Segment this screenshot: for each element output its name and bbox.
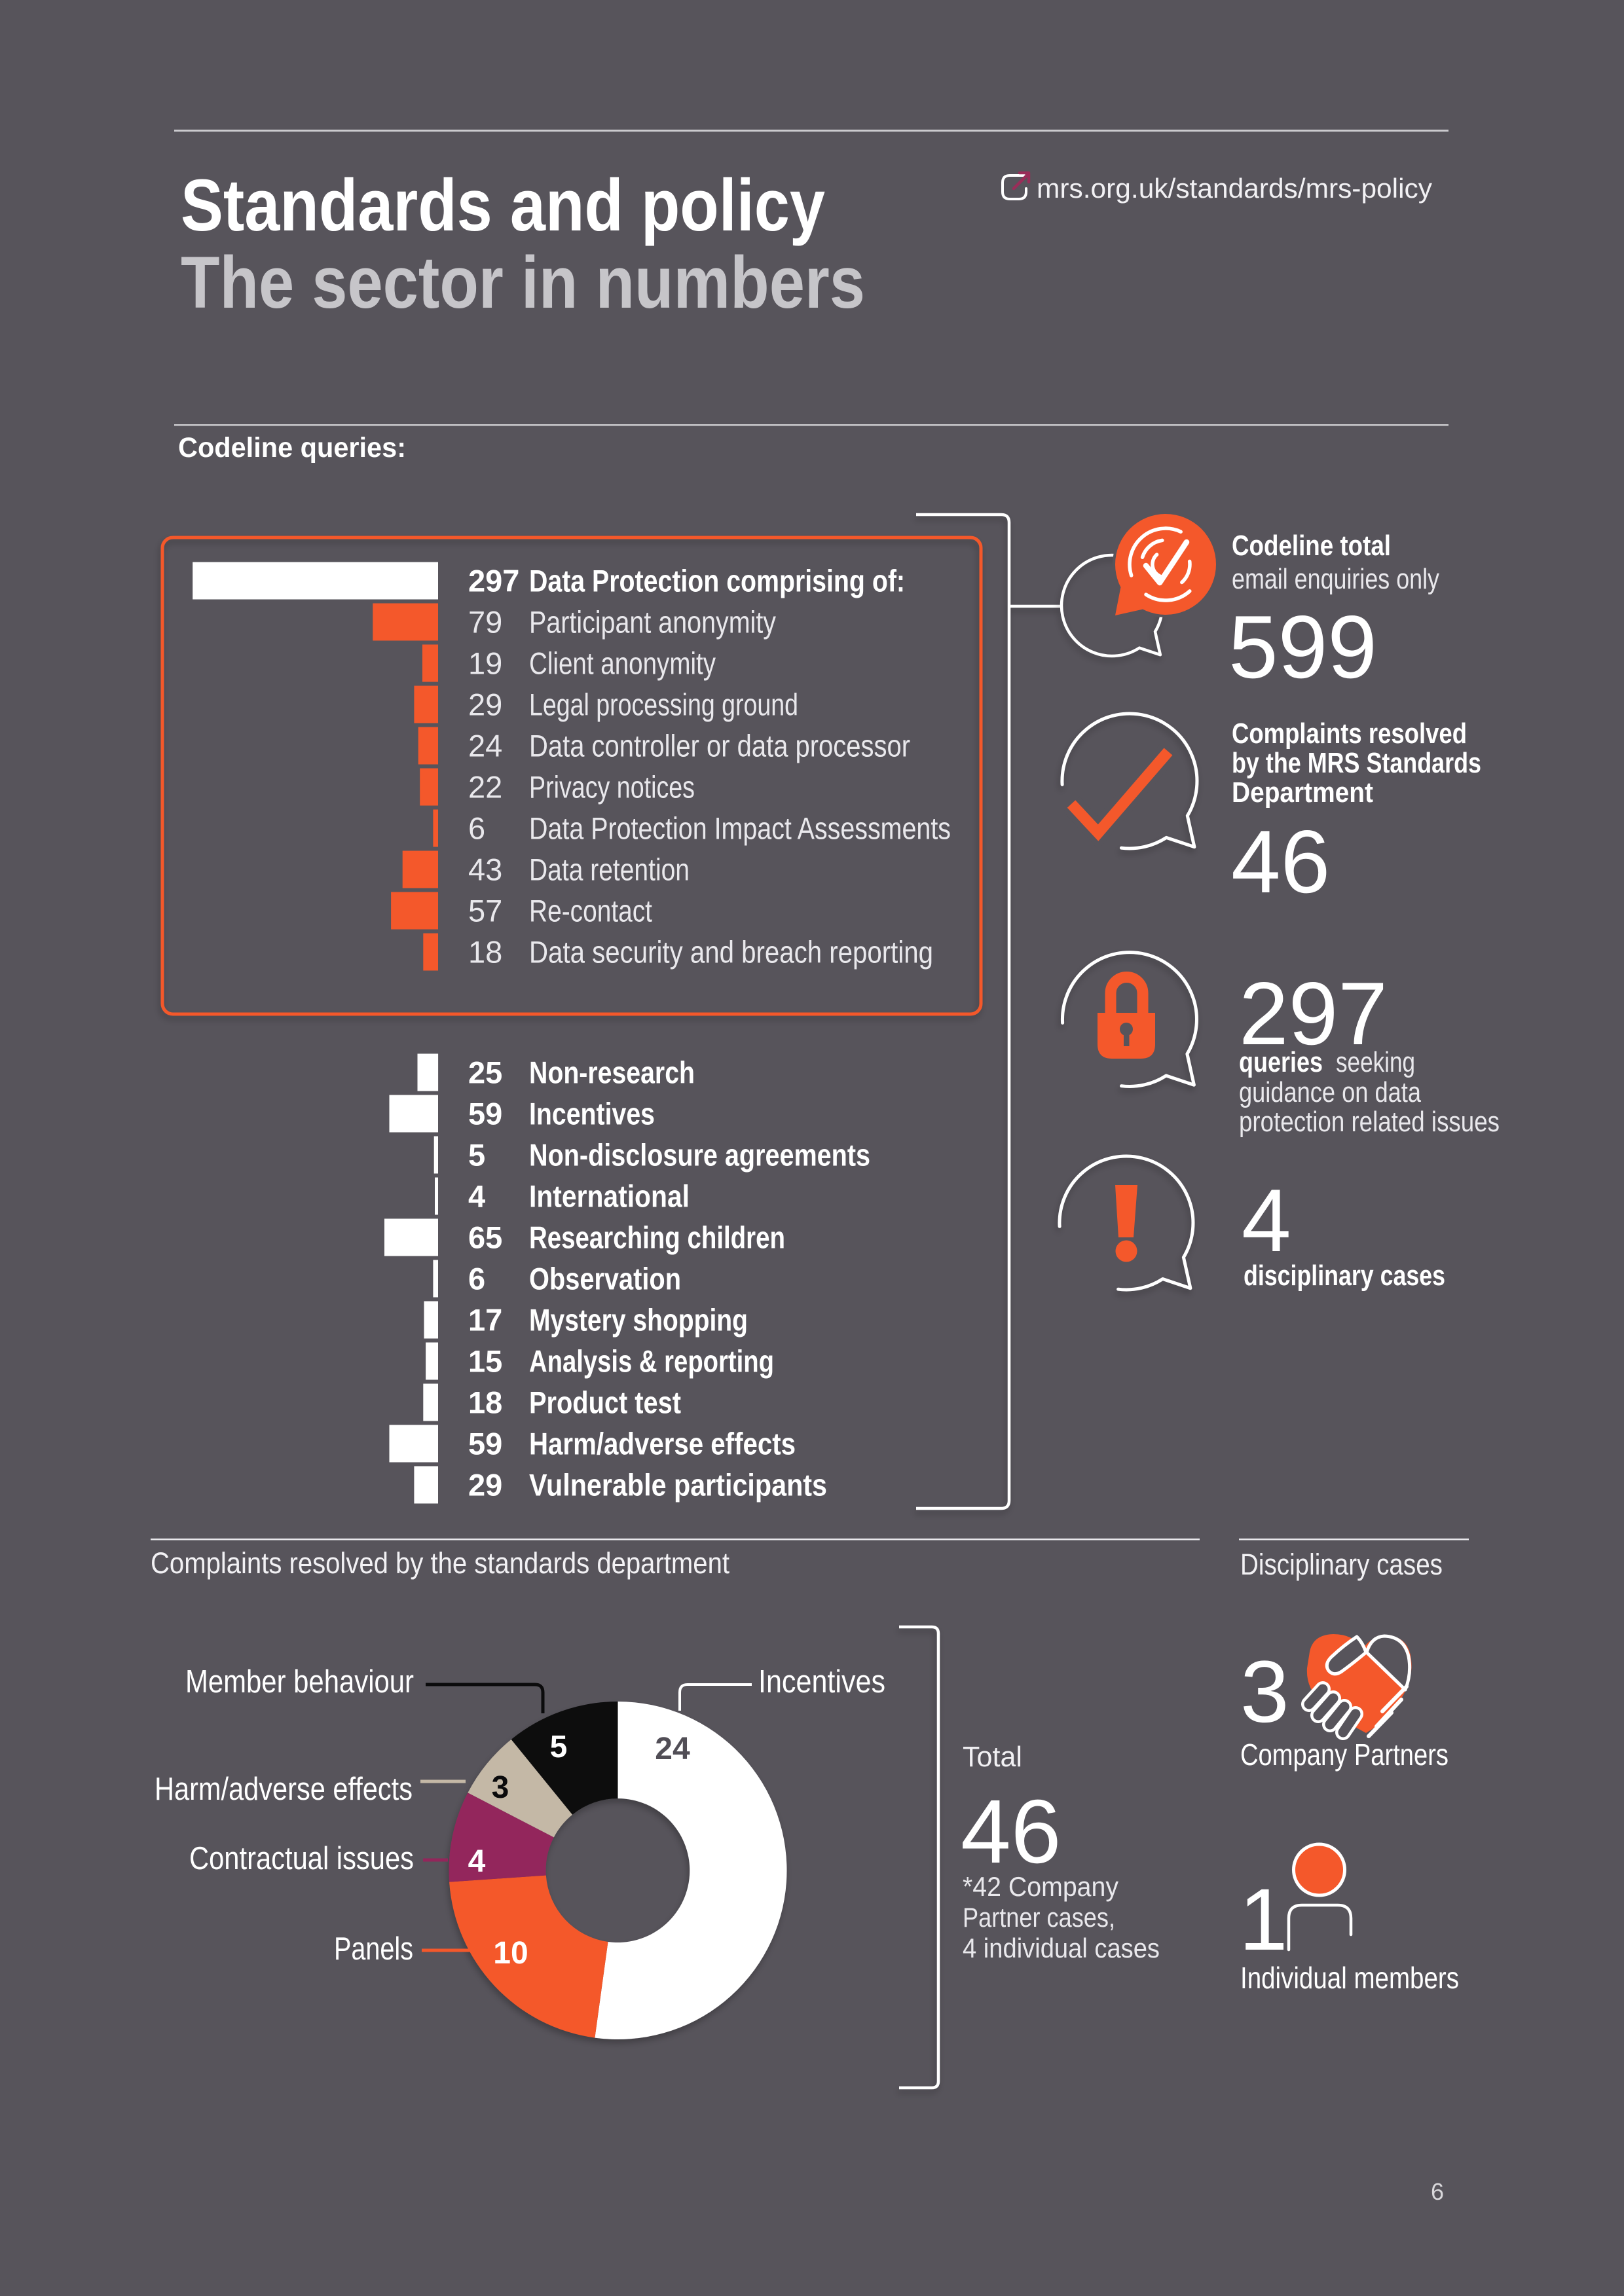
- svg-text:25: 25: [468, 1055, 502, 1090]
- svg-text:18: 18: [468, 1385, 502, 1420]
- svg-text:Data controller or data proces: Data controller or data processor: [529, 729, 910, 763]
- svg-text:Re-contact: Re-contact: [529, 894, 652, 928]
- svg-text:Individual members: Individual members: [1240, 1961, 1459, 1995]
- svg-text:4 individual cases: 4 individual cases: [963, 1933, 1160, 1963]
- svg-text:65: 65: [468, 1220, 502, 1255]
- svg-text:Legal processing ground: Legal processing ground: [529, 687, 798, 722]
- svg-text:24: 24: [468, 729, 502, 763]
- svg-text:46: 46: [1231, 812, 1330, 911]
- svg-text:4: 4: [1242, 1171, 1291, 1270]
- svg-text:The sector in numbers: The sector in numbers: [181, 242, 865, 323]
- svg-text:Standards and policy: Standards and policy: [181, 164, 825, 246]
- svg-text:Member behaviour: Member behaviour: [185, 1664, 414, 1700]
- svg-text:International: International: [529, 1179, 690, 1214]
- svg-text:Mystery shopping: Mystery shopping: [529, 1303, 748, 1338]
- svg-text:disciplinary cases: disciplinary cases: [1244, 1260, 1445, 1292]
- svg-text:6: 6: [468, 1262, 485, 1296]
- svg-text:Data security and breach repor: Data security and breach reporting: [529, 935, 933, 970]
- svg-text:Non-research: Non-research: [529, 1055, 695, 1090]
- svg-text:6: 6: [468, 811, 485, 846]
- svg-text:Observation: Observation: [529, 1262, 681, 1296]
- svg-text:Product test: Product test: [529, 1385, 681, 1420]
- svg-text:Company Partners: Company Partners: [1240, 1738, 1449, 1772]
- svg-text:15: 15: [468, 1344, 502, 1379]
- svg-text:guidance on data: guidance on data: [1239, 1076, 1421, 1108]
- svg-text:Data retention: Data retention: [529, 852, 690, 887]
- svg-text:Data Protection Impact Assessm: Data Protection Impact Assessments: [529, 811, 951, 846]
- svg-text:297: 297: [468, 564, 519, 598]
- svg-text:Harm/adverse effects: Harm/adverse effects: [155, 1772, 413, 1807]
- svg-text:Complaints resolved: Complaints resolved: [1232, 718, 1467, 750]
- svg-text:57: 57: [468, 894, 502, 928]
- svg-text:Participant anonymity: Participant anonymity: [529, 605, 776, 640]
- svg-text:Panels: Panels: [334, 1931, 413, 1967]
- svg-text:Analysis & reporting: Analysis & reporting: [529, 1344, 774, 1379]
- svg-text:Contractual issues: Contractual issues: [189, 1841, 414, 1876]
- svg-text:6: 6: [1431, 2178, 1444, 2205]
- svg-text:*42 Company: *42 Company: [963, 1871, 1118, 1902]
- svg-text:4: 4: [468, 1179, 485, 1214]
- svg-text:Harm/adverse effects: Harm/adverse effects: [529, 1427, 796, 1461]
- svg-text:Researching children: Researching children: [529, 1220, 785, 1255]
- svg-text:29: 29: [468, 1468, 502, 1503]
- svg-text:Partner cases,: Partner cases,: [963, 1902, 1115, 1933]
- svg-text:79: 79: [468, 605, 502, 640]
- svg-text:22: 22: [468, 770, 502, 805]
- svg-text:Department: Department: [1232, 776, 1373, 809]
- svg-text:1: 1: [1239, 1871, 1288, 1969]
- svg-text:Incentives: Incentives: [529, 1097, 655, 1131]
- svg-text:Disciplinary cases: Disciplinary cases: [1240, 1548, 1443, 1581]
- svg-text:59: 59: [468, 1427, 502, 1461]
- svg-text:Codeline total: Codeline total: [1232, 530, 1391, 562]
- svg-text:19: 19: [468, 646, 502, 681]
- svg-text:18: 18: [468, 935, 502, 970]
- svg-text:59: 59: [468, 1097, 502, 1131]
- svg-text:Codeline queries:: Codeline queries:: [178, 432, 406, 464]
- svg-text:Non-disclosure agreements: Non-disclosure agreements: [529, 1138, 870, 1173]
- svg-text:5: 5: [468, 1138, 485, 1173]
- svg-text:Incentives: Incentives: [758, 1664, 885, 1700]
- svg-text:29: 29: [468, 687, 502, 722]
- svg-text:3: 3: [492, 1770, 509, 1805]
- svg-text:10: 10: [493, 1936, 528, 1971]
- svg-text:queries: queries: [1239, 1046, 1323, 1078]
- svg-text:3: 3: [1240, 1643, 1289, 1741]
- svg-text:protection related issues: protection related issues: [1239, 1106, 1500, 1138]
- svg-text:Complaints resolved by the sta: Complaints resolved by the standards dep…: [151, 1546, 729, 1580]
- svg-text:Vulnerable participants: Vulnerable participants: [529, 1468, 827, 1503]
- svg-text:4: 4: [468, 1844, 486, 1879]
- svg-text:24: 24: [655, 1732, 690, 1766]
- svg-text:5: 5: [550, 1730, 568, 1764]
- svg-text:mrs.org.uk/standards/mrs-polic: mrs.org.uk/standards/mrs-policy: [1037, 173, 1432, 204]
- svg-text:297: 297: [1239, 964, 1388, 1063]
- svg-text:by the MRS Standards: by the MRS Standards: [1232, 747, 1481, 779]
- svg-text:Data Protection comprising of:: Data Protection comprising of:: [529, 564, 905, 598]
- svg-text:email enquiries only: email enquiries only: [1232, 563, 1439, 595]
- svg-text:Privacy notices: Privacy notices: [529, 770, 695, 805]
- svg-text:Total: Total: [963, 1741, 1022, 1773]
- svg-text:46: 46: [961, 1781, 1061, 1882]
- svg-text:43: 43: [468, 852, 502, 887]
- svg-text:seeking: seeking: [1336, 1046, 1415, 1078]
- svg-text:Client anonymity: Client anonymity: [529, 646, 716, 681]
- svg-text:599: 599: [1228, 597, 1377, 697]
- svg-text:17: 17: [468, 1303, 502, 1338]
